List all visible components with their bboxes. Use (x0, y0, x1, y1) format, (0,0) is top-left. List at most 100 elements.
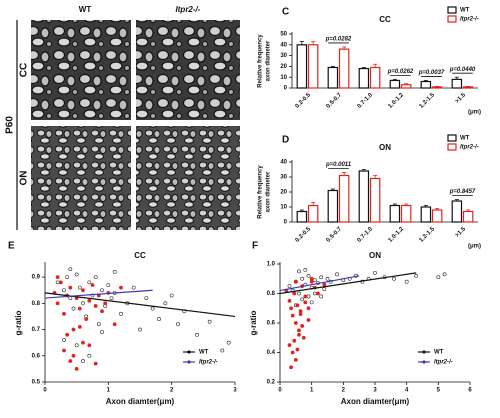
legend-label: WT (460, 8, 470, 14)
x-tick-label: 4 (405, 388, 409, 394)
x-tick-label: 0 (43, 388, 47, 394)
trend-line (44, 292, 236, 318)
scatter-point (306, 273, 311, 278)
bar (451, 78, 463, 89)
bar (369, 177, 381, 223)
x-tick-label: 0.7-1.0 (357, 226, 375, 244)
micrograph (31, 20, 131, 120)
y-tick-label: 0.9 (32, 275, 41, 281)
y-axis-label: Relative frequency (258, 34, 264, 88)
bar (400, 204, 412, 223)
scatter-point (293, 357, 298, 362)
scatter-point (81, 301, 85, 306)
scatter-point (303, 267, 308, 272)
scatter-point (436, 275, 441, 280)
legend-swatch (447, 6, 457, 14)
scatter-point (68, 296, 73, 300)
x-tick-label: 1.2-1.5 (419, 226, 437, 244)
scatter-point (300, 297, 305, 302)
scatter-point (297, 328, 301, 333)
row-label: CC (19, 63, 30, 77)
unit-label: (μm) (468, 244, 481, 250)
scatter-point (303, 300, 308, 305)
scatter-point (77, 285, 82, 290)
scatter-point (207, 319, 212, 324)
scatter-point (322, 282, 327, 287)
chart-title: CC (134, 251, 146, 260)
y-tick-label: 40 (280, 160, 287, 166)
scatter-point (312, 291, 317, 296)
x-tick-label: 2 (342, 388, 346, 394)
legend-label: Itpr2-/- (460, 17, 479, 23)
y-tick-label: 0.4 (267, 350, 276, 356)
scatter-point (87, 298, 92, 303)
scatter-point (287, 284, 292, 289)
bar (431, 209, 443, 223)
annotation: p=0.0037 (418, 70, 445, 76)
legend-marker (422, 360, 426, 364)
scatter-point (319, 275, 324, 280)
scatter-point (293, 279, 298, 284)
scatter-point (404, 279, 409, 284)
scatter-point (306, 306, 311, 311)
x-tick-label: >1.5 (454, 92, 467, 105)
y-tick-label: 10 (280, 75, 287, 81)
chart-title: ON (369, 251, 381, 260)
scatter-point (93, 361, 98, 366)
scatter-point (68, 267, 73, 272)
y-tick-label: 0.7 (32, 327, 41, 333)
scatter-point (297, 291, 301, 296)
bar (358, 170, 370, 223)
y-tick-label: 0.2 (267, 380, 276, 386)
scatter-point (109, 296, 114, 300)
scatter-point (195, 332, 199, 337)
scatter-point (306, 294, 311, 299)
trend-line (44, 289, 153, 299)
scatter-point (106, 283, 111, 287)
bar (296, 210, 308, 223)
scatter-point (87, 353, 92, 358)
scatter-point (169, 293, 174, 298)
annotation: p=0.0262 (387, 69, 414, 75)
y-axis-label: Relative frequency (258, 165, 264, 219)
scatter-point (312, 278, 317, 283)
scatter-point (414, 273, 419, 278)
y-tick-label: 20 (280, 190, 287, 196)
scatter-point (290, 350, 295, 355)
age-label: P60 (5, 116, 16, 134)
x-tick-label: 0.5-0.7 (326, 226, 344, 244)
scatter-point (103, 301, 108, 306)
scatter-point (74, 272, 79, 277)
annotation: p=0.0011 (325, 162, 352, 168)
legend-label: WT (199, 350, 209, 356)
y-tick-label: 30 (280, 175, 287, 181)
scatter-point (297, 269, 301, 274)
scatter-point (100, 330, 104, 335)
x-tick-label: 1.2-1.5 (419, 92, 437, 110)
scatter-point (157, 317, 161, 321)
bar (462, 86, 474, 89)
scatter-point (319, 294, 324, 299)
scatter-point (293, 321, 298, 325)
scatter-point (81, 288, 85, 293)
scatter-point (144, 296, 149, 300)
x-tick-label: 1.0-1.2 (388, 226, 406, 244)
scatter-point (65, 275, 70, 280)
scatter-point (163, 301, 168, 306)
micrograph (31, 126, 131, 230)
bar (462, 210, 474, 223)
panel-label: E (8, 241, 15, 252)
y-axis-label: axon diameter (266, 171, 272, 212)
scatter-point (176, 322, 180, 327)
panel-label: C (282, 7, 289, 18)
scatter-point (119, 311, 123, 316)
legend-swatch (447, 134, 457, 142)
bar (451, 200, 463, 223)
x-tick-label: 5 (437, 388, 441, 394)
bar (420, 80, 432, 89)
y-tick-label: 30 (280, 53, 287, 59)
annotation: p=0.0440 (449, 67, 476, 73)
header-wt: WT (79, 5, 92, 14)
panel-label: F (252, 241, 258, 252)
